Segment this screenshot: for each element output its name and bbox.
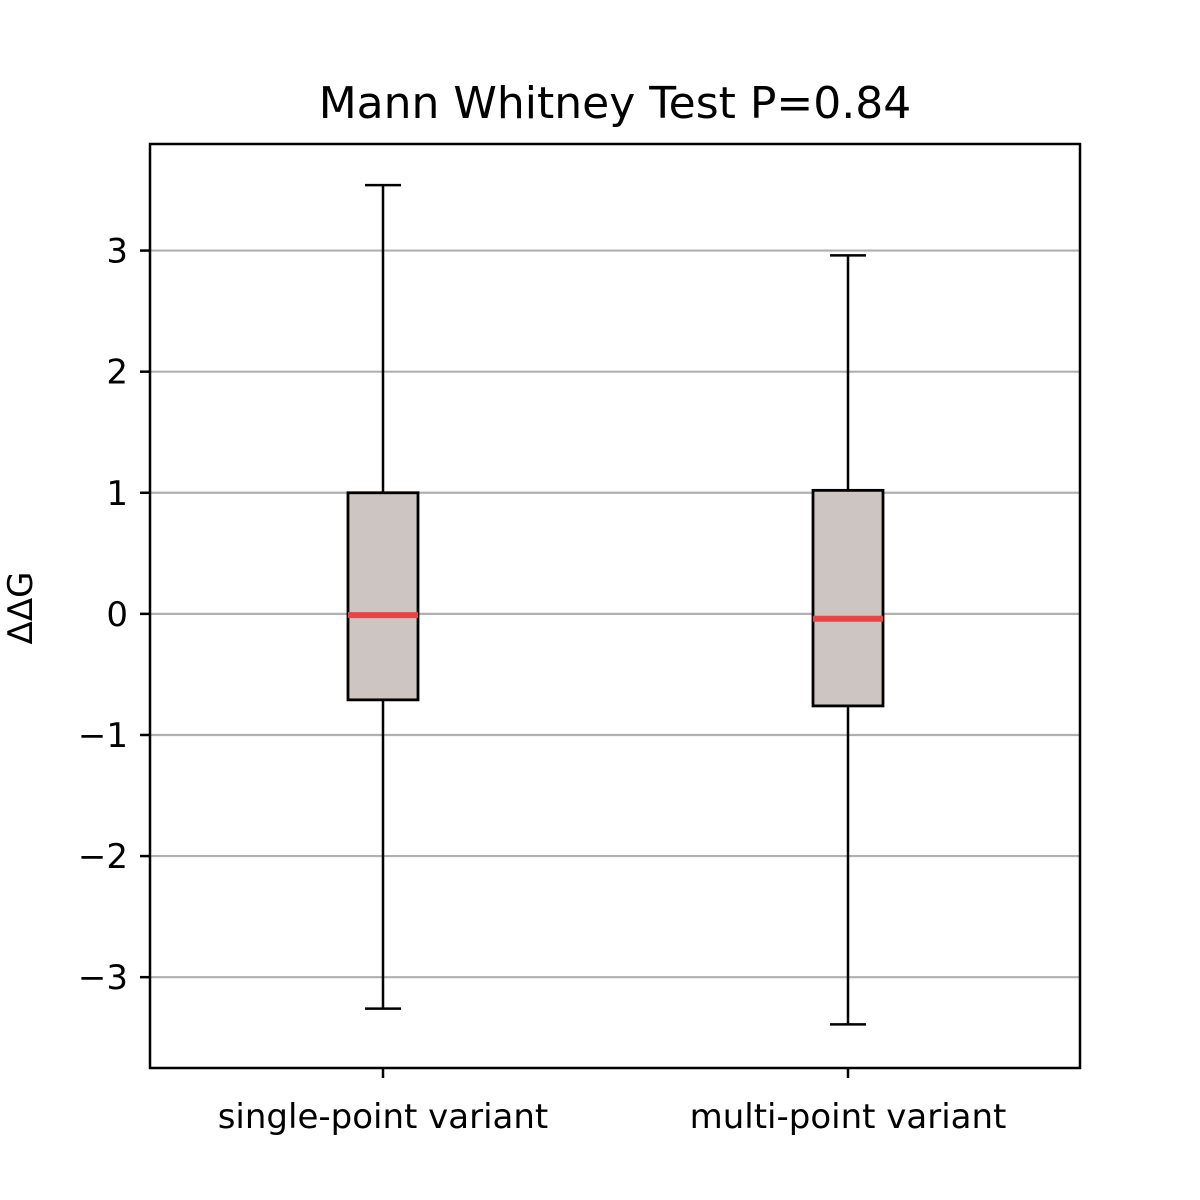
y-tick-label: 2 (106, 353, 128, 393)
grid-lines (150, 249, 1080, 979)
box-group (346, 183, 420, 1010)
box-group (811, 254, 885, 1026)
y-tick-label: −3 (78, 958, 128, 998)
y-tick-label: −2 (78, 837, 128, 877)
y-axis-ticks: −3 −2 −1 0 1 2 3 (78, 232, 150, 998)
y-axis-label: ΔΔG (1, 572, 41, 645)
y-tick-label: 1 (106, 474, 128, 514)
y-tick-label: 0 (106, 595, 128, 635)
x-tick-label: multi-point variant (690, 1097, 1007, 1137)
boxes (346, 183, 885, 1026)
chart-title: Mann Whitney Test P=0.84 (319, 78, 912, 129)
iqr-box (811, 488, 885, 708)
x-axis-ticks: single-point variant multi-point variant (218, 1068, 1007, 1137)
y-tick-label: −1 (78, 716, 128, 756)
iqr-box (346, 491, 420, 702)
x-tick-label: single-point variant (218, 1097, 549, 1137)
plot-frame (148, 142, 1082, 1070)
y-tick-label: 3 (106, 232, 128, 272)
